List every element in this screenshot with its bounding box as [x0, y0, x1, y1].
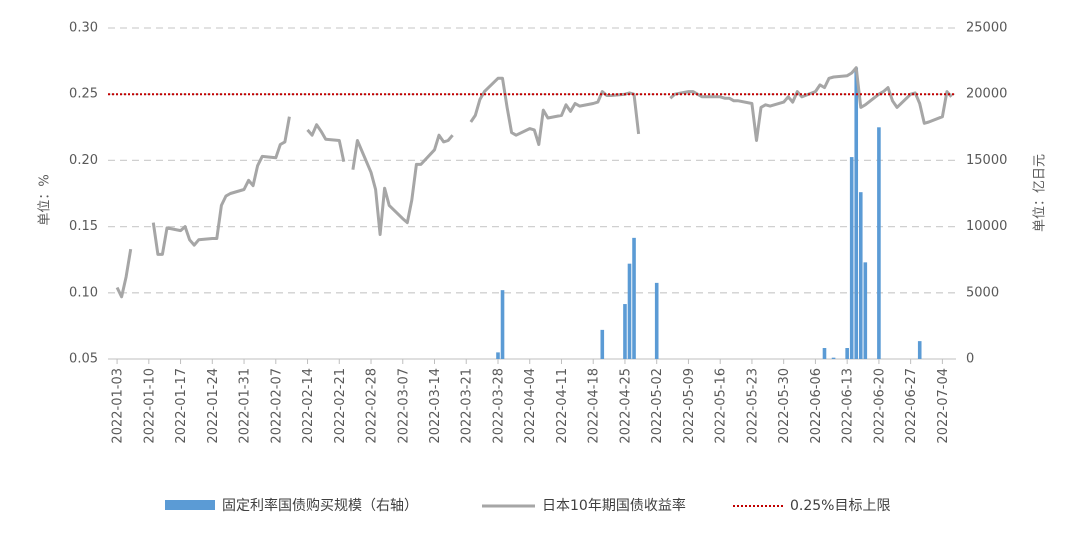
x-tick-label: 2022-01-24	[206, 368, 221, 444]
x-tick-label: 2022-01-31	[238, 368, 253, 444]
y-tick-label: 0.20	[69, 153, 98, 168]
x-tick-label: 2022-03-14	[428, 368, 443, 444]
x-tick-label: 2022-04-11	[555, 368, 570, 444]
bar	[500, 290, 505, 359]
bar	[858, 192, 863, 359]
bar	[654, 282, 659, 359]
x-tick-label: 2022-02-07	[269, 368, 284, 444]
x-tick-label: 2022-06-13	[841, 368, 856, 444]
y2-tick-label: 5000	[966, 285, 999, 300]
bar	[831, 357, 836, 359]
x-tick-label: 2022-01-17	[174, 368, 189, 444]
y2-tick-label: 10000	[966, 219, 1007, 234]
bar	[496, 352, 500, 359]
line	[115, 66, 953, 299]
bar	[877, 127, 881, 359]
x-tick-label: 2022-03-28	[491, 368, 506, 444]
bar	[854, 67, 859, 359]
y-tick-label: 0.10	[69, 285, 98, 300]
y2-tick-label: 0	[966, 352, 974, 367]
bar	[845, 348, 849, 359]
x-tick-label: 2022-03-21	[460, 368, 475, 444]
x-tick-label: 2022-06-06	[809, 368, 824, 444]
bar	[623, 304, 627, 359]
x-tick-label: 2022-02-28	[365, 368, 380, 444]
y2-tick-label: 25000	[966, 21, 1007, 36]
y-tick-label: 0.15	[69, 219, 98, 234]
x-tick-label: 2022-02-14	[301, 368, 316, 444]
y2-tick-label: 15000	[966, 153, 1007, 168]
legend-label: 固定利率国债购买规模（右轴）	[222, 497, 418, 514]
legend: 固定利率国债购买规模（右轴） 日本10年期国债收益率 0.25%目标上限	[165, 497, 890, 514]
bar	[822, 348, 827, 359]
bar	[849, 157, 854, 359]
x-tick-label: 2022-04-25	[618, 368, 633, 444]
x-tick-label: 2022-03-07	[396, 368, 411, 444]
x-tick-label: 2022-07-04	[936, 368, 951, 444]
y-axis-title: 单位：%	[38, 174, 53, 225]
y2-tick-label: 20000	[966, 87, 1007, 102]
x-tick-label: 2022-06-20	[872, 368, 887, 444]
x-tick-label: 2022-01-10	[142, 368, 157, 444]
legend-label: 0.25%目标上限	[790, 498, 890, 514]
x-tick-label: 2022-05-16	[714, 368, 729, 444]
bar	[632, 237, 636, 359]
legend-swatch	[165, 500, 215, 510]
bar	[600, 329, 605, 359]
y2-axis-title: 单位：亿日元	[1033, 154, 1048, 232]
bar	[917, 341, 922, 359]
bar	[863, 262, 868, 359]
x-tick-label: 2022-02-21	[333, 368, 348, 444]
bar	[627, 263, 632, 359]
legend-label: 日本10年期国债收益率	[542, 497, 686, 514]
x-tick-label: 2022-04-04	[523, 368, 538, 444]
y-tick-label: 0.05	[69, 352, 98, 367]
x-tick-label: 2022-05-30	[777, 368, 792, 444]
y-tick-label: 0.30	[69, 21, 98, 36]
x-tick-label: 2022-06-27	[904, 368, 919, 444]
x-tick-label: 2022-01-03	[111, 368, 126, 444]
x-tick-label: 2022-05-23	[745, 368, 760, 444]
x-tick-label: 2022-05-02	[650, 368, 665, 444]
x-tick-label: 2022-05-09	[682, 368, 697, 444]
y-tick-label: 0.25	[69, 87, 98, 102]
x-tick-label: 2022-04-18	[587, 368, 602, 444]
